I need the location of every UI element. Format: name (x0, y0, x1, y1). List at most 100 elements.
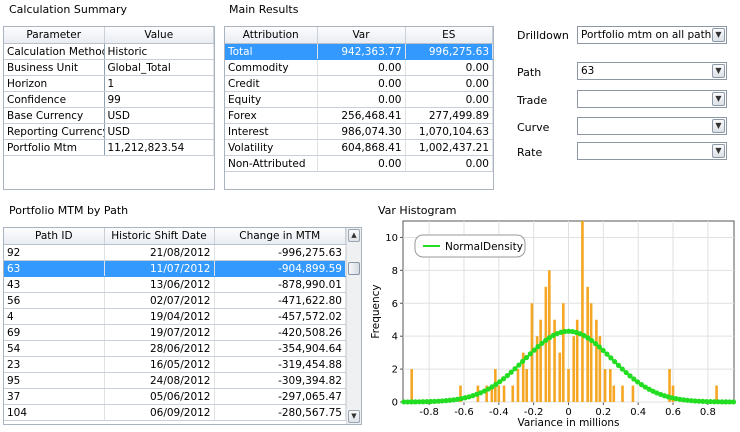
density-point (627, 373, 633, 379)
mtm-path-row[interactable]: 95 24/08/2012 -309,394.82 (4, 372, 346, 389)
mtm-by-path-title: Portfolio MTM by Path (9, 204, 129, 217)
main-results-row-cell: Equity (225, 91, 318, 108)
x-tick-label: 0.2 (595, 407, 611, 418)
calc-summary-row[interactable]: Business Unit Global_Total (4, 59, 214, 76)
main-results-row-cell: 0.00 (405, 75, 493, 92)
chevron-up-icon[interactable]: ▲ (348, 229, 360, 242)
mtm-path-row-cell: -471,622.80 (214, 292, 346, 309)
drilldown-select[interactable]: Portfolio mtm on all paths ▼ (577, 26, 727, 44)
chevron-down-icon[interactable]: ▼ (712, 92, 725, 106)
path-select[interactable]: 63 ▼ (577, 62, 727, 80)
main-results-row[interactable]: Credit 0.00 0.00 (225, 75, 493, 92)
density-point (692, 398, 698, 404)
density-point (408, 399, 415, 405)
mtm-path-row[interactable]: 23 16/05/2012 -319,454.88 (4, 356, 346, 373)
column-header-parameter[interactable]: Parameter (4, 27, 105, 44)
calc-summary-row-cell: 99 (104, 91, 214, 108)
main-results-row[interactable]: Forex 256,468.41 277,499.89 (225, 107, 493, 124)
density-point (589, 337, 595, 344)
chevron-down-icon[interactable]: ▼ (712, 28, 725, 42)
rate-select[interactable]: ▼ (577, 142, 727, 160)
mtm-path-row-cell: -457,572.02 (214, 308, 346, 325)
density-point (520, 358, 526, 364)
column-header-path-id[interactable]: Path ID (4, 228, 105, 245)
y-tick-label: 4 (392, 332, 398, 343)
mtm-path-row-cell: -996,275.63 (214, 244, 346, 261)
mtm-path-row-cell: -420,508.26 (214, 324, 346, 341)
density-point (535, 344, 541, 350)
mtm-path-row[interactable]: 37 05/06/2012 -297,065.47 (4, 388, 346, 405)
mtm-path-row[interactable]: 43 13/06/2012 -878,990.01 (4, 276, 346, 293)
chevron-down-icon[interactable]: ▼ (712, 64, 725, 78)
drilldown-label: Drilldown (517, 29, 569, 42)
density-point (681, 397, 687, 403)
column-header-attribution[interactable]: Attribution (225, 27, 318, 44)
histogram-bar (609, 369, 612, 402)
mtm-path-row-cell: 43 (4, 276, 105, 293)
density-point (707, 399, 714, 405)
calc-summary-row[interactable]: Reporting Currency USD (4, 123, 214, 140)
curve-select[interactable]: ▼ (577, 117, 727, 135)
calc-summary-row[interactable]: Calculation Method Historic (4, 43, 214, 60)
mtm-path-row[interactable]: 104 06/09/2012 -280,567.75 (4, 404, 346, 421)
main-results-row-cell: Volatility (225, 139, 318, 156)
vertical-scrollbar[interactable]: ▲ ▼ (346, 228, 361, 424)
mtm-path-row[interactable]: 4 19/04/2012 -457,572.02 (4, 308, 346, 325)
column-header-value[interactable]: Value (104, 27, 214, 44)
main-results-row[interactable]: Interest 986,074.30 1,070,104.63 (225, 123, 493, 140)
mtm-path-row[interactable]: 92 21/08/2012 -996,275.63 (4, 244, 346, 261)
chevron-down-icon[interactable]: ▼ (712, 119, 725, 133)
density-point (623, 369, 629, 376)
histogram-bar (558, 352, 562, 402)
column-header-es[interactable]: ES (405, 27, 493, 44)
mtm-path-row[interactable]: 54 28/06/2012 -354,904.64 (4, 340, 346, 357)
mtm-path-row-cell: 16/05/2012 (104, 356, 215, 373)
mtm-path-row-cell: 95 (4, 372, 105, 389)
calc-summary-row-cell: 1 (104, 75, 214, 92)
mtm-path-row[interactable]: 63 11/07/2012 -904,899.59 (4, 260, 346, 277)
density-point (405, 399, 411, 405)
curve-label: Curve (517, 121, 550, 134)
density-point (673, 396, 679, 402)
mtm-path-row-cell: 21/08/2012 (104, 244, 215, 261)
density-point (485, 386, 491, 392)
main-results-row[interactable]: Equity 0.00 0.00 (225, 91, 493, 108)
column-header-var[interactable]: Var (317, 27, 406, 44)
calc-summary-row[interactable]: Horizon 1 (4, 75, 214, 92)
main-results-row[interactable]: Non-Attributed 0.00 0.00 (225, 155, 493, 172)
histogram-bar (539, 319, 542, 402)
calc-summary-row[interactable]: Portfolio Mtm 11,212,823.54 (4, 139, 214, 156)
main-results-row[interactable]: Volatility 604,868.41 1,002,437.21 (225, 139, 493, 156)
chevron-down-icon[interactable]: ▼ (712, 144, 725, 158)
calc-summary-row-cell: USD (104, 123, 214, 140)
calc-summary-row[interactable]: Confidence 99 (4, 91, 214, 108)
trade-select[interactable]: ▼ (577, 90, 727, 108)
calc-summary-row-cell: Calculation Method (4, 43, 105, 60)
calc-summary-row[interactable]: Base Currency USD (4, 107, 214, 124)
scrollbar-thumb[interactable] (348, 262, 360, 275)
main-results-row-cell: 996,275.63 (405, 43, 493, 60)
main-results-row-cell: 0.00 (317, 59, 406, 76)
column-header-change-in-mtm[interactable]: Change in MTM (214, 228, 346, 245)
density-point (439, 398, 445, 404)
y-tick-label: 0 (392, 398, 398, 409)
chevron-down-icon[interactable]: ▼ (348, 410, 360, 423)
legend-label: NormalDensity (445, 241, 523, 253)
mtm-path-row-cell: -354,904.64 (214, 340, 346, 357)
mtm-path-row[interactable]: 69 19/07/2012 -420,508.26 (4, 324, 346, 341)
var-histogram: -0.8 -0.6 -0.4 -0.2 0 0.2 0.4 0.6 0.8 0 2 4 6 8 10 Norm… (367, 218, 737, 429)
main-results-row[interactable]: Total 942,363.77 996,275.63 (225, 43, 493, 60)
density-point (508, 369, 514, 375)
mtm-path-row[interactable]: 56 02/07/2012 -471,622.80 (4, 292, 346, 309)
density-point (715, 399, 721, 405)
column-header-historic-shift-date[interactable]: Historic Shift Date (104, 228, 215, 245)
main-results-row[interactable]: Commodity 0.00 0.00 (225, 59, 493, 76)
main-results-row-cell: Non-Attributed (225, 155, 318, 172)
calc-summary-row-cell: Base Currency (4, 107, 105, 124)
x-tick-label: 0.6 (665, 407, 681, 418)
density-point (546, 335, 553, 341)
density-point (412, 399, 418, 405)
density-point (596, 344, 602, 350)
density-point (711, 399, 717, 405)
density-point (592, 341, 599, 347)
